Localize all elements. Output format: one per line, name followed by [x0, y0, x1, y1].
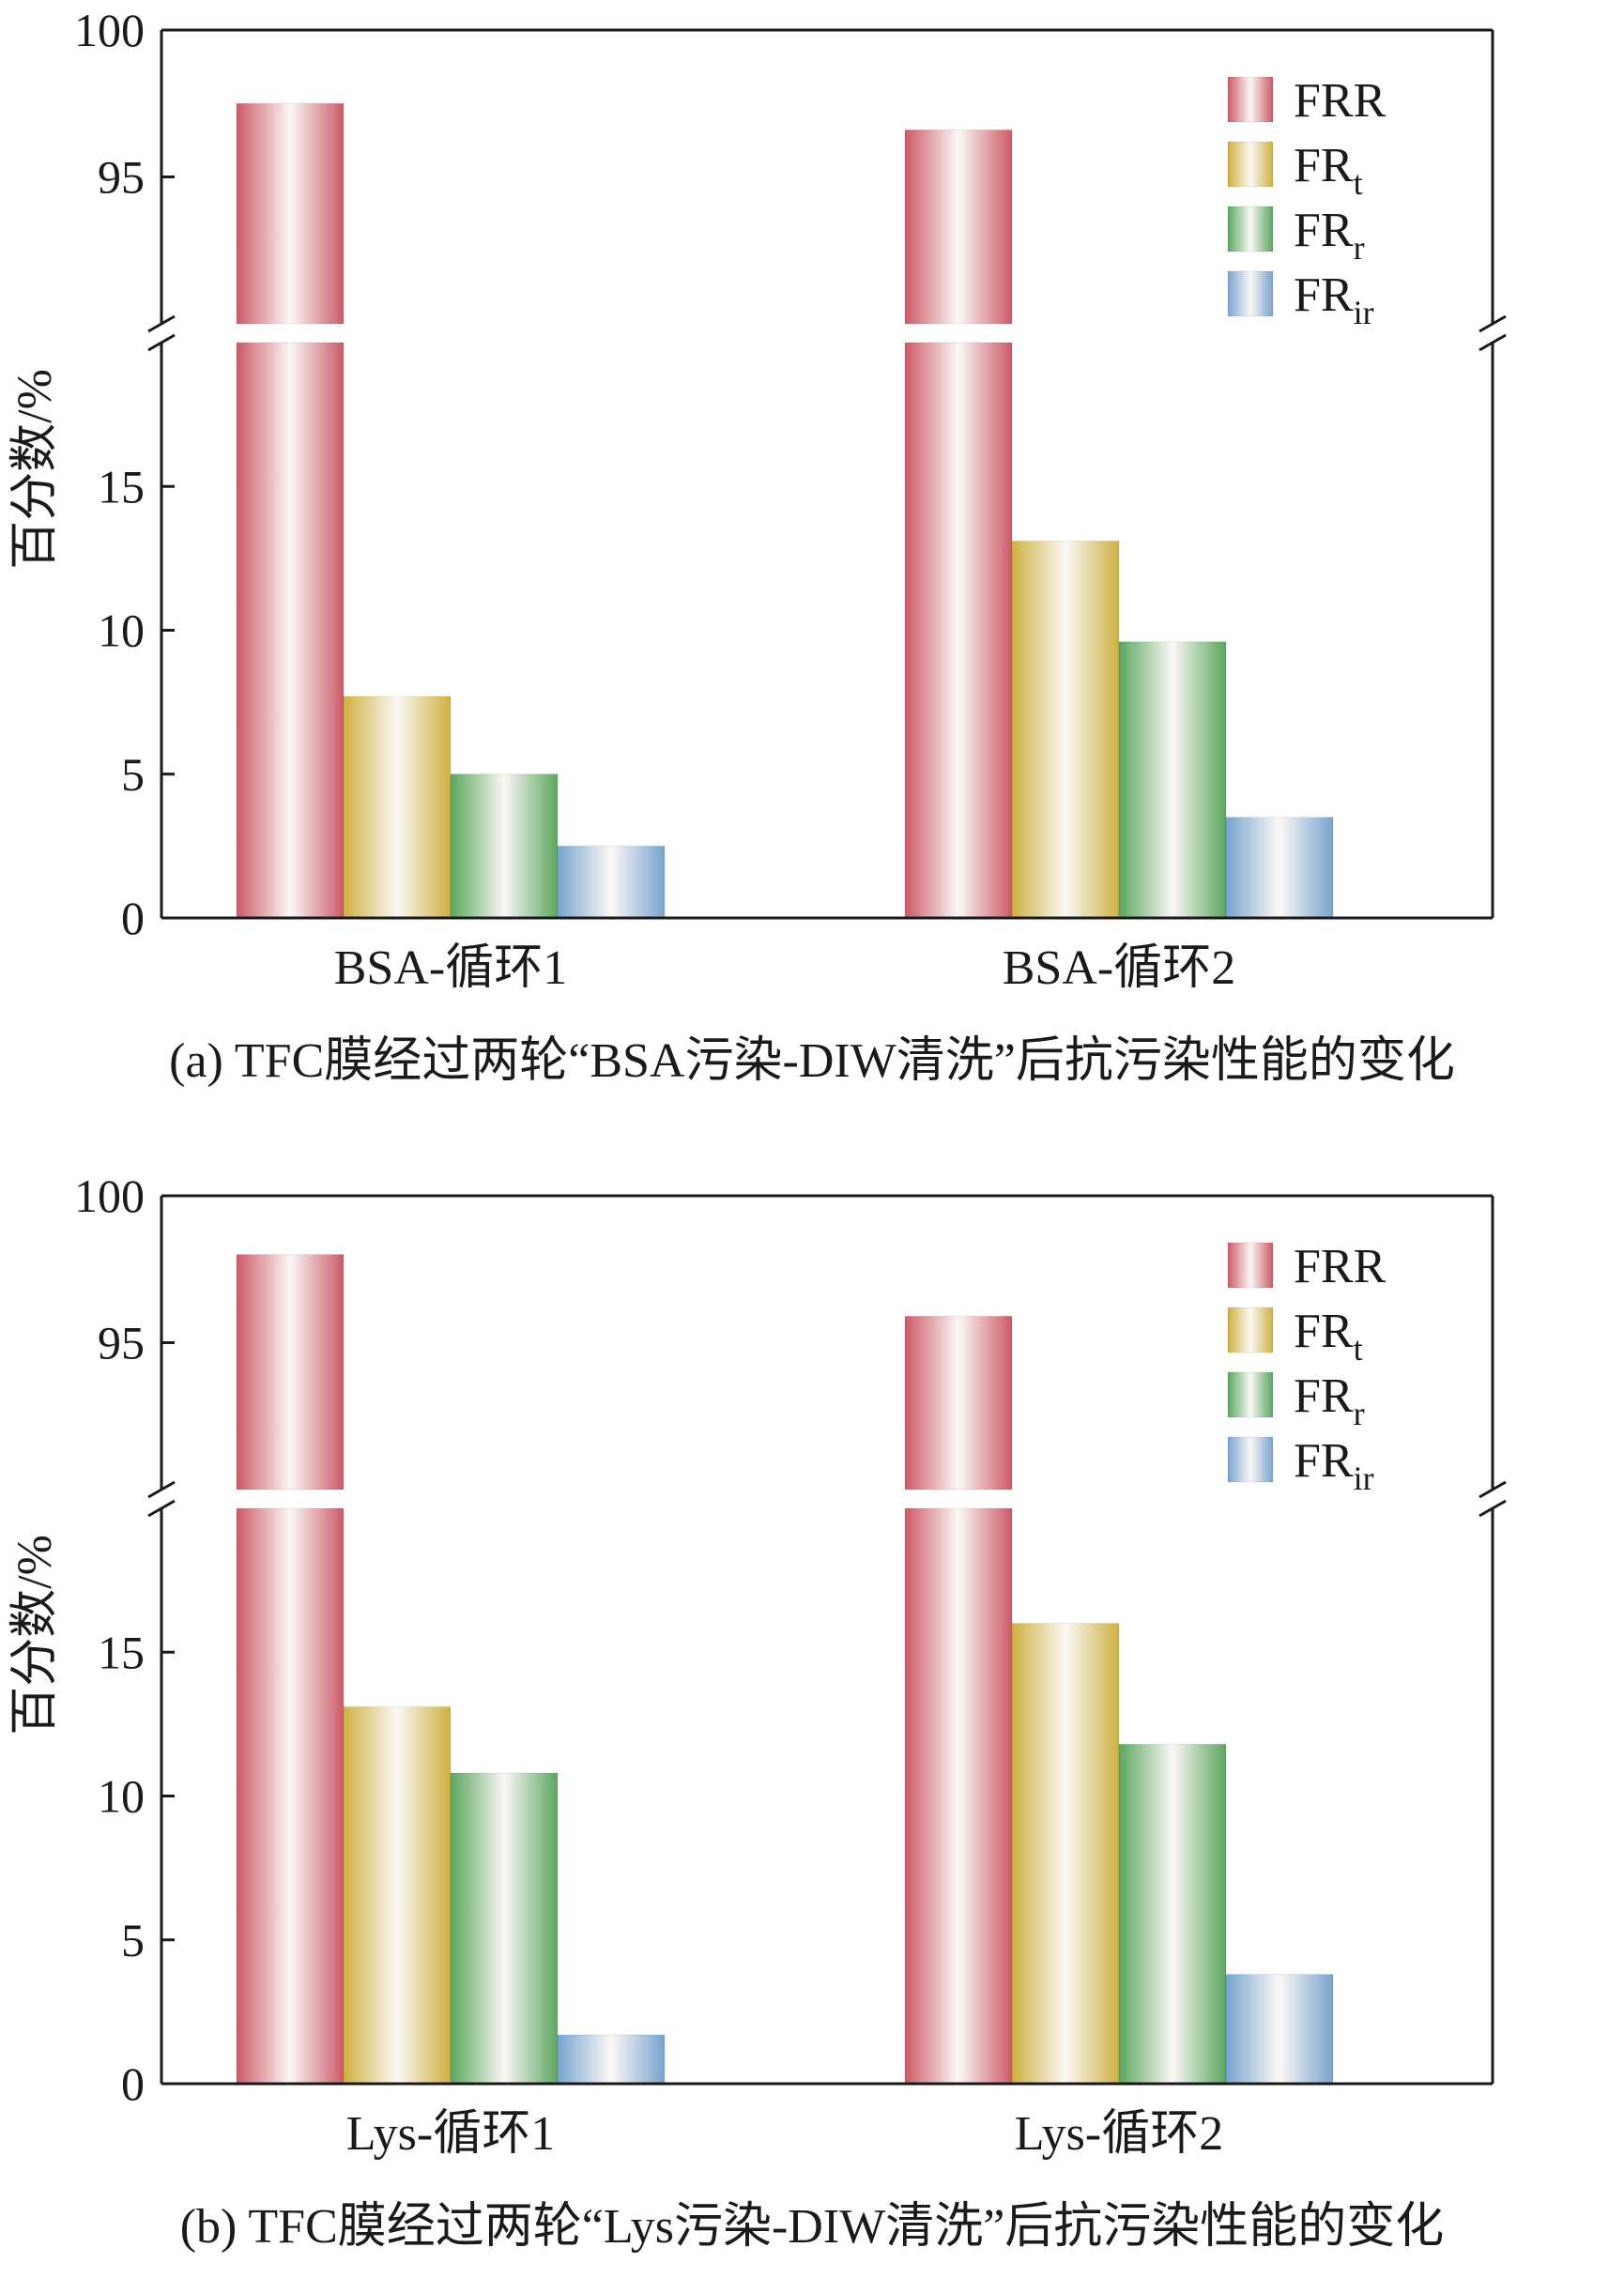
y-tick-label-100: 100: [74, 1170, 145, 1222]
y-axis-label: 百分数/%: [8, 369, 62, 570]
chart-b-caption: (b) TFC膜经过两轮“Lys污染-DIW清洗”后抗污染性能的变化: [179, 2200, 1445, 2254]
y-tick-label-15: 15: [98, 460, 145, 512]
bar-FRr-1: [450, 1772, 559, 2085]
y-tick-label-95: 95: [98, 151, 145, 204]
x-tick-label-2: BSA-循环2: [1003, 941, 1235, 995]
chart-a-caption: (a) TFC膜经过两轮“BSA污染-DIW清洗”后抗污染性能的变化: [169, 1034, 1455, 1088]
axis-break-mark-1-2: [147, 1499, 176, 1518]
x-tick-label-1: BSA-循环1: [334, 941, 567, 995]
x-tick-label-2: Lys-循环2: [1015, 2107, 1223, 2161]
axis-break-mark-1-1: [147, 1480, 176, 1499]
legend-swatch-FRir: [1227, 270, 1274, 317]
bar-FRt-2: [1011, 540, 1120, 919]
bar-FRR-2-lower: [904, 342, 1013, 919]
legend-label-FRir: FRir: [1294, 1434, 1374, 1497]
axis-break-mark-2-2: [1478, 333, 1507, 352]
chart-a-svg: BSA-循环1 BSA-循环2 95 100 0 5 10 15 百分数/% FRR FRtFRrF…: [8, 4, 1507, 995]
y-tick-label-5: 5: [121, 1914, 145, 1966]
chart-panel-b: Lys-循环1 Lys-循环2 95 100 0 5 10 15 百分数/% FRR FRt FRr F…: [0, 1166, 1624, 2273]
y-tick-label-10: 10: [98, 1770, 145, 1823]
x-tick-label-1: Lys-循环1: [346, 2107, 555, 2161]
legend-label-FRir: FRir: [1294, 268, 1374, 331]
axis-break-mark-2-2: [1478, 1499, 1507, 1518]
y-tick-label-95: 95: [98, 1317, 145, 1369]
bar-FRR-1-lower: [236, 342, 345, 919]
legend-swatch-FRr: [1227, 1371, 1274, 1418]
bar-FRir-1: [557, 2034, 666, 2085]
bar-FRr-1: [450, 773, 559, 919]
axis-break-mark-1-2: [147, 333, 176, 352]
axis-break-mark-2-1: [1478, 314, 1507, 333]
y-tick-label-100: 100: [74, 4, 145, 56]
bar-FRr-2: [1118, 1743, 1227, 2085]
legend-swatch-FRir: [1227, 1436, 1274, 1483]
bar-FRR-1-upper: [236, 102, 345, 325]
legend-swatch-FRt: [1227, 141, 1274, 188]
bar-FRir-2: [1225, 817, 1334, 919]
axis-break-mark-2-1: [1478, 1480, 1507, 1499]
chart-panel-a: BSA-循环1 BSA-循环2 95 100 0 5 10 15 百分数/% FRR FRt FRr F…: [0, 0, 1624, 1108]
legend-swatch-FRR: [1227, 76, 1274, 123]
y-tick-label-5: 5: [121, 748, 145, 801]
legend-swatch-FRR: [1227, 1242, 1274, 1289]
bar-FRt-1: [343, 1705, 452, 2085]
y-tick-label-15: 15: [98, 1626, 145, 1678]
y-tick-label-0: 0: [121, 892, 145, 944]
bar-FRr-2: [1118, 641, 1227, 919]
legend-label-FRr: FRr: [1294, 1369, 1365, 1432]
legend-label-FRr: FRr: [1294, 204, 1365, 267]
bar-FRt-2: [1011, 1623, 1120, 2085]
bar-FRir-2: [1225, 1974, 1334, 2085]
y-tick-label-10: 10: [98, 604, 145, 657]
y-tick-label-0: 0: [121, 2057, 145, 2110]
axis-break-mark-1-1: [147, 314, 176, 333]
legend-label-FRt: FRt: [1294, 139, 1363, 202]
bar-FRR-1-upper: [236, 1254, 345, 1491]
legend-label-FRR: FRR: [1294, 1240, 1387, 1293]
legend-label-FRt: FRt: [1294, 1305, 1363, 1368]
legend-label-FRR: FRR: [1294, 74, 1387, 128]
bar-FRR-1-lower: [236, 1507, 345, 2085]
bar-FRir-1: [557, 845, 666, 919]
bar-FRR-2-lower: [904, 1507, 1013, 2085]
y-axis-label: 百分数/%: [8, 1535, 62, 1735]
bar-FRt-1: [343, 696, 452, 919]
legend-swatch-FRr: [1227, 206, 1274, 252]
legend-swatch-FRt: [1227, 1307, 1274, 1353]
bar-FRR-2-upper: [904, 129, 1013, 325]
chart-b-svg: Lys-循环1 Lys-循环2 95 100 0 5 10 15 百分数/% FRR FRtFRrF…: [8, 1170, 1507, 2161]
bar-FRR-2-upper: [904, 1315, 1013, 1491]
